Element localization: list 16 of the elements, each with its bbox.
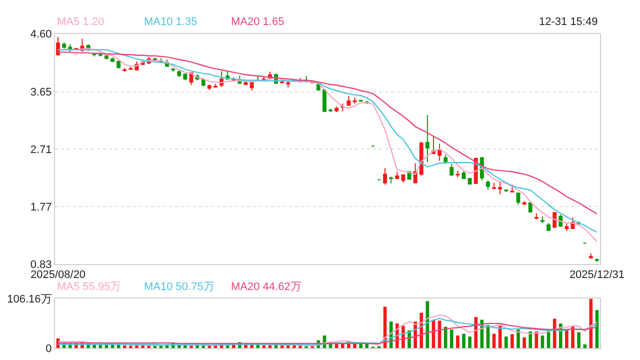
y-tick-label: 1.77 [30,201,52,214]
y-tick-label: 2.71 [30,144,52,156]
text: MA10 50.75万 [144,281,214,293]
text: MA10 1.35 [144,16,198,28]
x-tick-label: 2025/12/31 [569,269,624,282]
text: MA5 55.95万 [57,281,122,293]
y-tick-label: 4.60 [30,28,52,41]
y-tick-label: 3.65 [30,86,52,99]
y-tick-label: 0 [46,342,52,355]
y-tick-label: 0.83 [30,258,52,271]
text: MA20 1.65 [231,16,284,28]
text: MA20 44.62万 [231,281,302,293]
y-tick-label: 106.16万 [7,294,52,306]
x-tick-label: 2025/08/20 [30,269,86,282]
text: 12-31 15:49 [539,16,598,28]
series-label: MA5 1.20 [57,16,104,28]
